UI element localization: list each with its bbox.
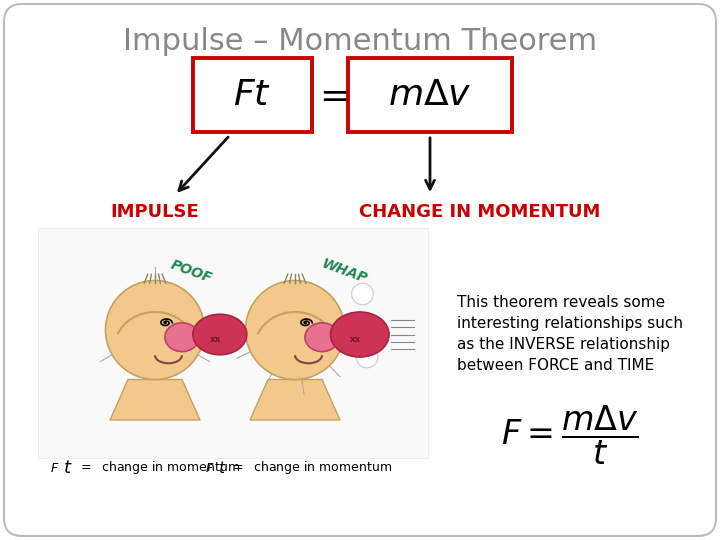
Text: CHANGE IN MOMENTUM: CHANGE IN MOMENTUM (359, 203, 600, 221)
FancyBboxPatch shape (38, 228, 428, 458)
Ellipse shape (192, 322, 208, 347)
Text: $t$: $t$ (218, 460, 227, 476)
Ellipse shape (305, 323, 339, 352)
Text: IMPULSE: IMPULSE (111, 203, 199, 221)
Text: $=$  change in momentum: $=$ change in momentum (230, 460, 392, 476)
FancyBboxPatch shape (348, 58, 512, 132)
Polygon shape (110, 380, 200, 420)
Text: Impulse – Momentum Theorem: Impulse – Momentum Theorem (123, 28, 597, 57)
Ellipse shape (193, 314, 247, 355)
Text: $Ft$: $Ft$ (233, 78, 271, 112)
Text: This theorem reveals some
interesting relationships such
as the INVERSE relation: This theorem reveals some interesting re… (457, 295, 683, 373)
FancyBboxPatch shape (4, 4, 716, 536)
FancyBboxPatch shape (193, 58, 312, 132)
Polygon shape (250, 380, 340, 420)
Circle shape (106, 280, 204, 380)
Ellipse shape (330, 312, 389, 357)
Text: $m\Delta v$: $m\Delta v$ (388, 78, 472, 112)
Ellipse shape (165, 323, 199, 352)
Text: POOF: POOF (168, 258, 214, 286)
Circle shape (351, 283, 373, 305)
Text: xx: xx (210, 334, 221, 343)
Ellipse shape (332, 322, 348, 347)
Circle shape (356, 346, 378, 368)
Text: $F$: $F$ (50, 462, 59, 475)
Text: $t$: $t$ (63, 459, 73, 477)
Text: $F = \dfrac{m\Delta v}{t}$: $F = \dfrac{m\Delta v}{t}$ (501, 403, 639, 467)
Text: WHAP: WHAP (320, 256, 369, 286)
Text: $=$: $=$ (312, 78, 348, 112)
Text: xx: xx (350, 334, 361, 343)
Circle shape (246, 280, 344, 380)
Text: $F$: $F$ (205, 462, 215, 475)
Text: $=$  change in momentum: $=$ change in momentum (78, 460, 240, 476)
